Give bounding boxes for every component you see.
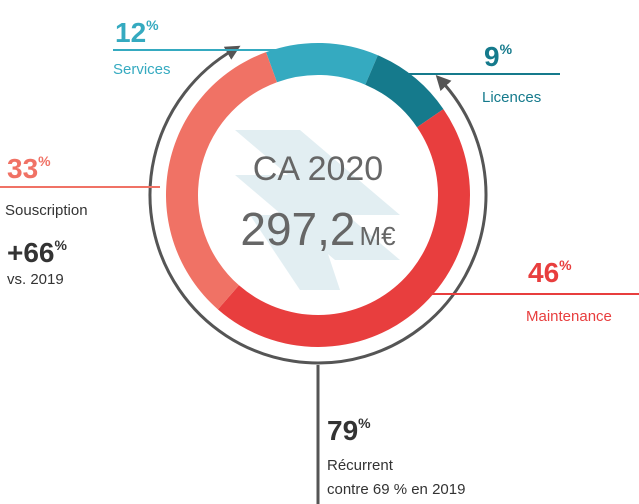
growth-value: +66 (7, 237, 55, 268)
recurrent-note: contre 69 % en 2019 (327, 481, 465, 498)
unit: % (559, 257, 572, 273)
unit: % (55, 237, 68, 253)
unit: % (358, 415, 371, 431)
value: 9 (484, 41, 500, 72)
value: 12 (115, 17, 146, 48)
recurrent-text: Récurrent (327, 457, 394, 474)
value-label: 46% (528, 257, 572, 288)
value-label: 9% (484, 41, 513, 72)
slice (365, 55, 444, 128)
total-unit: M€ (360, 221, 397, 251)
growth-text: vs. 2019 (7, 271, 64, 288)
recurrent: 79% (327, 415, 371, 446)
value: 46 (528, 257, 559, 288)
slice (165, 52, 277, 310)
slice (217, 109, 471, 348)
category-label: Souscription (5, 202, 88, 219)
category-label: Licences (482, 89, 541, 106)
unit: % (500, 41, 513, 57)
unit: % (38, 153, 51, 169)
total-value: 297,2 (240, 203, 355, 255)
category-label: Maintenance (526, 308, 612, 325)
watermark (235, 130, 400, 290)
growth: +66% (7, 237, 68, 268)
unit: % (146, 17, 159, 33)
recurrent-arc (148, 45, 488, 365)
donut (165, 43, 471, 348)
value-label: 12% (115, 17, 159, 48)
center-title: CA 2020 (253, 150, 383, 188)
slice (266, 43, 378, 85)
category-label: Services (113, 61, 171, 78)
value: 33 (7, 153, 38, 184)
center-total: 297,2 M€ (240, 203, 396, 255)
value-label: 33% (7, 153, 51, 184)
recurrent-value: 79 (327, 415, 358, 446)
